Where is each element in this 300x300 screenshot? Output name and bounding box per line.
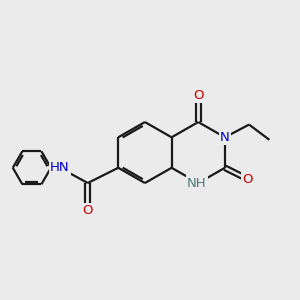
Text: N: N [220,131,230,144]
Text: O: O [193,89,203,102]
Text: O: O [82,205,93,218]
Text: O: O [243,173,253,186]
Text: HN: HN [50,161,70,174]
Text: NH: NH [187,176,207,190]
